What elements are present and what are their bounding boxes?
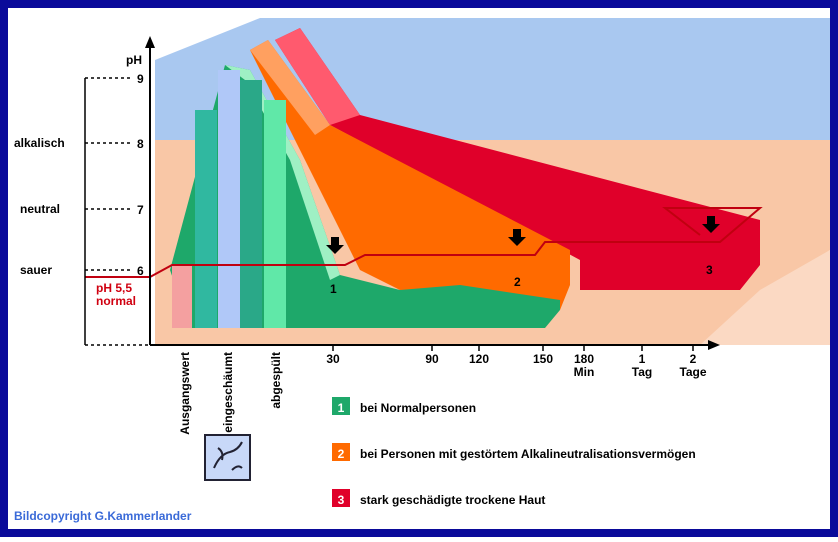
phase-column [240,80,262,328]
x-label: 90 [425,352,439,366]
phase-label: eingeschäumt [221,352,235,433]
phase-column [264,100,286,328]
axis-label: pH [126,53,142,67]
level-label: neutral [20,202,60,216]
tick-label: 8 [137,137,144,151]
x-unit: Min [574,365,595,379]
x-unit: Tage [679,365,706,379]
marker-label: 1 [330,282,337,296]
level-label: sauer [20,263,52,277]
icon [205,435,250,480]
legend-label: bei Personen mit gestörtem Alkalineutral… [360,447,696,461]
phase-label: Ausgangswert [178,352,192,435]
copyright: Bildcopyright G.Kammerlander [14,509,192,523]
legend-number: 3 [338,493,345,507]
x-label: 2 [690,352,697,366]
phase-column [172,265,192,328]
x-label: 1 [639,352,646,366]
legend-label: bei Normalpersonen [360,401,476,415]
x-label: 180 [574,352,594,366]
diagram: pH 6 7 8 9 sauer neutral alkalisch pH 5,… [0,0,838,537]
normal-label: normal [96,294,136,308]
tick-label: 6 [137,264,144,278]
tick-label: 9 [137,72,144,86]
marker-label: 2 [514,275,521,289]
tick-label: 7 [137,203,144,217]
x-label: 30 [326,352,340,366]
phase-column [218,70,240,328]
legend-number: 1 [338,401,345,415]
legend-number: 2 [338,447,345,461]
marker-label: 3 [706,263,713,277]
phase-column [195,110,217,328]
x-label: 150 [533,352,553,366]
level-label: alkalisch [14,136,65,150]
phase-label: abgespült [269,352,283,409]
legend-label: stark geschädigte trockene Haut [360,493,545,507]
x-unit: Tag [632,365,652,379]
x-label: 120 [469,352,489,366]
normal-label: pH 5,5 [96,281,132,295]
